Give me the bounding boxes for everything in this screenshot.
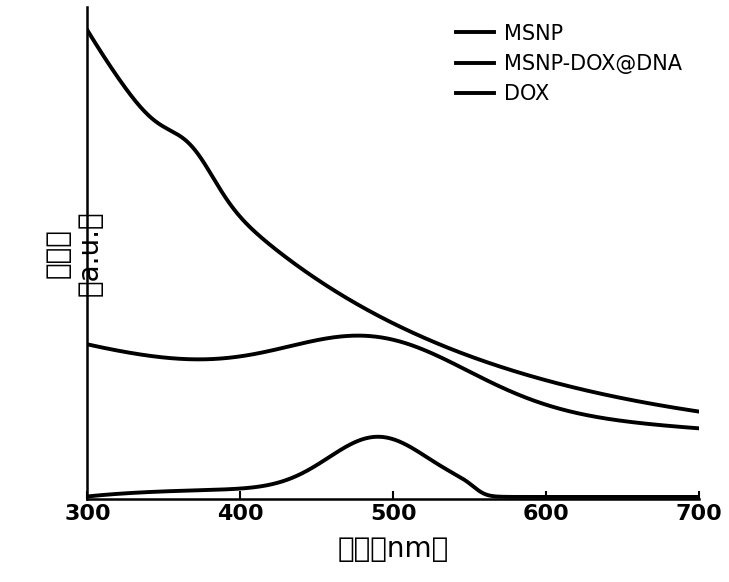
DOX xyxy=(83,493,92,500)
DOX xyxy=(374,433,383,440)
Legend: MSNP, MSNP-DOX@DNA, DOX: MSNP, MSNP-DOX@DNA, DOX xyxy=(450,17,688,111)
MSNP-DOX@DNA xyxy=(694,425,703,432)
DOX xyxy=(330,450,339,457)
Line: MSNP: MSNP xyxy=(87,30,698,411)
MSNP-DOX@DNA xyxy=(354,332,362,339)
X-axis label: 波长（nm）: 波长（nm） xyxy=(338,535,449,563)
MSNP-DOX@DNA xyxy=(561,407,569,414)
MSNP-DOX@DNA xyxy=(330,333,339,340)
DOX xyxy=(561,494,569,501)
MSNP xyxy=(83,27,92,34)
DOX xyxy=(572,494,580,501)
MSNP xyxy=(330,288,339,294)
DOX xyxy=(504,494,512,501)
MSNP-DOX@DNA xyxy=(83,341,92,348)
MSNP xyxy=(694,408,703,415)
MSNP-DOX@DNA xyxy=(572,409,580,416)
MSNP xyxy=(560,382,569,389)
MSNP-DOX@DNA xyxy=(146,352,155,359)
MSNP xyxy=(571,384,580,391)
Y-axis label: 吸光度
（a.u.）: 吸光度 （a.u.） xyxy=(44,210,104,296)
Line: MSNP-DOX@DNA: MSNP-DOX@DNA xyxy=(87,336,698,428)
MSNP xyxy=(352,300,361,307)
DOX xyxy=(146,488,155,495)
DOX xyxy=(352,438,361,445)
MSNP xyxy=(146,113,155,120)
MSNP-DOX@DNA xyxy=(504,386,512,393)
Line: DOX: DOX xyxy=(87,436,698,497)
MSNP xyxy=(503,365,512,372)
DOX xyxy=(694,494,703,501)
MSNP-DOX@DNA xyxy=(352,332,361,339)
DOX xyxy=(694,494,703,501)
